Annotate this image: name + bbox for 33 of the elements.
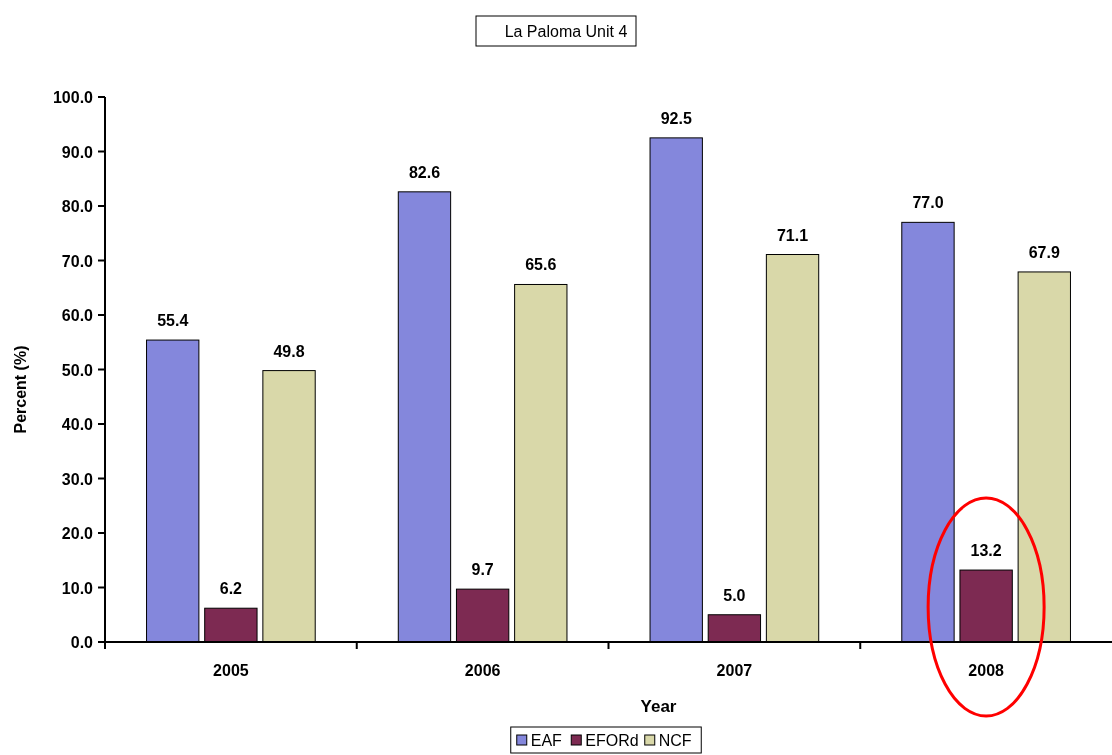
legend-label: EAF <box>530 732 563 749</box>
text: 55.4 <box>157 312 189 330</box>
text: 71.1 <box>776 226 809 244</box>
text: 67.9 <box>1028 243 1060 261</box>
y-tick-label: 90.0 <box>61 143 94 161</box>
text: 5.0 <box>723 586 746 604</box>
y-tick-label: 100.0 <box>52 89 94 106</box>
y-tick-label: 70.0 <box>61 252 94 270</box>
y-tick-label: 20.0 <box>61 525 94 542</box>
x-axis-title: Year <box>640 697 677 716</box>
legend-label: EFORd <box>585 732 639 749</box>
x-tick-label: 2006 <box>464 662 501 679</box>
text: 13.2 <box>970 542 1002 560</box>
x-tick-label: 2008 <box>968 662 1005 679</box>
x-tick-label: 2007 <box>716 662 753 679</box>
legend-label: NCF <box>658 732 692 749</box>
y-tick-label: 60.0 <box>61 307 94 324</box>
y-axis-title: Percent (%) <box>12 345 29 434</box>
x-tick-label: 2005 <box>213 662 249 679</box>
text: 92.5 <box>660 109 692 127</box>
text: 6.2 <box>219 580 242 598</box>
text: 9.7 <box>471 561 494 579</box>
y-tick-label: 40.0 <box>61 416 94 433</box>
text: 77.0 <box>912 194 944 212</box>
text: 65.6 <box>525 256 557 274</box>
y-tick-label: 50.0 <box>61 361 94 379</box>
chart-title: La Paloma Unit 4 <box>504 23 628 40</box>
y-tick-label: 30.0 <box>61 470 94 488</box>
y-tick-label: 80.0 <box>61 198 94 215</box>
y-tick-label: 10.0 <box>61 579 94 597</box>
text: 82.6 <box>408 163 441 181</box>
y-tick-label: 0.0 <box>70 634 94 651</box>
text: 49.8 <box>273 342 305 360</box>
